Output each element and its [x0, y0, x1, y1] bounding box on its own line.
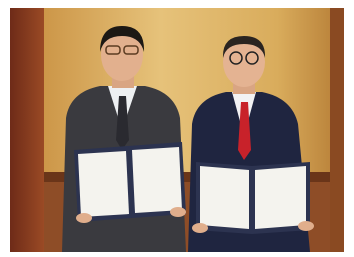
left-hand-l	[76, 213, 92, 223]
photo	[0, 0, 354, 257]
page	[0, 0, 354, 257]
left-doc-page-r	[132, 147, 182, 213]
right-hand-l	[192, 223, 208, 233]
wood-panel-left	[10, 8, 44, 252]
wood-panel-right	[330, 8, 344, 252]
right-hand-r	[298, 221, 314, 231]
left-doc-page-l	[78, 151, 129, 217]
left-hand-r	[170, 207, 186, 217]
right-doc-page-l	[200, 166, 249, 229]
right-doc-page-r	[255, 166, 306, 229]
